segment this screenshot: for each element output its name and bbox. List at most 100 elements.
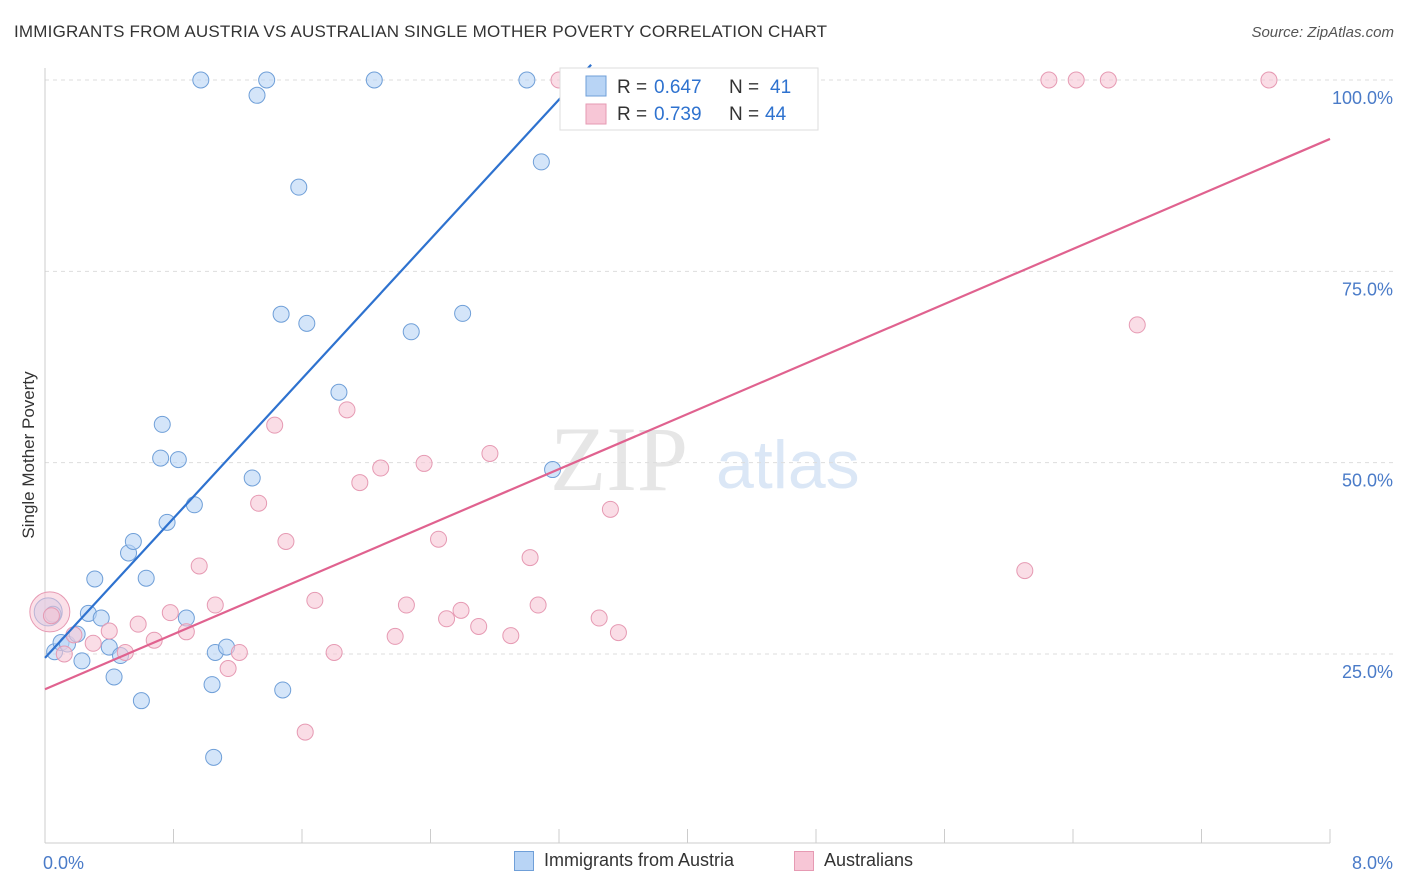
- data-point: [1040, 71, 1058, 89]
- data-point: [452, 601, 470, 619]
- data-point: [306, 591, 324, 609]
- data-point: [386, 627, 404, 645]
- data-point: [481, 444, 499, 462]
- legend-swatch-australians: [794, 850, 814, 871]
- data-point: [1260, 71, 1278, 89]
- data-point: [192, 71, 210, 89]
- data-point: [169, 451, 187, 469]
- data-point: [243, 469, 261, 487]
- data-point: [296, 723, 314, 741]
- trend-lines: [44, 63, 1331, 691]
- legend-item-australians: Australians: [794, 850, 913, 871]
- data-point: [529, 596, 547, 614]
- data-point: [190, 557, 208, 575]
- chart-title: IMMIGRANTS FROM AUSTRIA VS AUSTRALIAN SI…: [14, 22, 828, 41]
- data-point: [365, 71, 383, 89]
- data-point: [325, 643, 343, 661]
- legend-n-value-pink: 44: [765, 104, 787, 125]
- legend-r-label-blue: R =: [617, 77, 652, 98]
- trend-line: [44, 137, 1331, 691]
- data-point: [65, 626, 83, 644]
- data-point: [84, 634, 102, 652]
- data-point: [402, 323, 420, 341]
- series-immigrants-from-austria: [33, 71, 562, 766]
- data-point: [532, 153, 550, 171]
- data-point: [415, 454, 433, 472]
- data-point: [158, 513, 176, 531]
- data-point: [601, 500, 619, 518]
- data-point: [55, 645, 73, 663]
- data-point: [438, 610, 456, 628]
- series-australians: [29, 71, 1278, 741]
- y-axis-label: Single Mother Poverty: [19, 371, 38, 539]
- legend-bottom: Immigrants from Austria Australians: [0, 850, 1406, 880]
- data-point: [105, 668, 123, 686]
- data-point: [430, 530, 448, 548]
- data-point: [298, 314, 316, 332]
- watermark-atlas: atlas: [716, 427, 860, 503]
- y-tick-label: 75.0%: [1342, 279, 1393, 299]
- legend-r-label-pink: R =: [617, 104, 652, 125]
- data-point: [330, 383, 348, 401]
- data-point: [42, 607, 60, 625]
- watermark-zip: ZIP: [550, 408, 688, 510]
- data-point: [1016, 562, 1034, 580]
- data-point: [161, 604, 179, 622]
- data-point: [397, 596, 415, 614]
- data-point: [1067, 71, 1085, 89]
- trend-line: [44, 63, 592, 659]
- legend-swatch-blue: [585, 75, 607, 97]
- data-point: [290, 178, 308, 196]
- data-point: [272, 305, 290, 323]
- axes: [44, 68, 1331, 844]
- data-point: [137, 569, 155, 587]
- data-point: [206, 596, 224, 614]
- legend-swatch-immigrants: [514, 850, 534, 871]
- data-point: [274, 681, 292, 699]
- source-note: Source: ZipAtlas.com: [1251, 24, 1394, 41]
- grid-lines: [45, 79, 1395, 655]
- data-point: [470, 617, 488, 635]
- data-point: [132, 692, 150, 710]
- x-tick-label: 8.0%: [1352, 853, 1393, 873]
- y-tick-labels: 25.0% 50.0% 75.0% 100.0%: [1332, 88, 1393, 682]
- data-point: [502, 627, 520, 645]
- data-point: [1128, 316, 1146, 334]
- data-point: [100, 622, 118, 640]
- data-point: [590, 609, 608, 627]
- legend-n-label-blue: N =: [729, 77, 764, 98]
- legend-top: R = 0.647 N = 41 R = 0.739 N = 44: [559, 67, 819, 131]
- x-tick-labels: 0.0% 8.0%: [43, 853, 1393, 873]
- legend-r-value-blue: 0.647: [654, 77, 702, 98]
- data-point: [129, 615, 147, 633]
- legend-n-label-pink: N =: [729, 104, 764, 125]
- data-point: [258, 71, 276, 89]
- legend-label-immigrants: Immigrants from Austria: [544, 850, 735, 870]
- y-tick-label: 100.0%: [1332, 88, 1393, 108]
- data-point: [153, 415, 171, 433]
- data-point: [454, 304, 472, 322]
- data-point: [86, 570, 104, 588]
- data-point: [521, 549, 539, 567]
- data-point: [250, 494, 268, 512]
- data-point: [266, 416, 284, 434]
- data-point: [277, 532, 295, 550]
- data-point: [185, 496, 203, 514]
- data-point: [230, 643, 248, 661]
- data-point: [372, 459, 390, 477]
- y-tick-label: 25.0%: [1342, 662, 1393, 682]
- data-point: [609, 624, 627, 642]
- data-point: [152, 449, 170, 467]
- x-tick-label: 0.0%: [43, 853, 84, 873]
- legend-r-value-pink: 0.739: [654, 104, 702, 125]
- data-point: [518, 71, 536, 89]
- data-point: [248, 86, 266, 104]
- data-point: [338, 401, 356, 419]
- data-point: [351, 474, 369, 492]
- y-tick-label: 50.0%: [1342, 471, 1393, 491]
- data-point: [1099, 71, 1117, 89]
- legend-item-immigrants: Immigrants from Austria: [514, 850, 734, 871]
- data-point: [205, 748, 223, 766]
- data-point: [203, 676, 221, 694]
